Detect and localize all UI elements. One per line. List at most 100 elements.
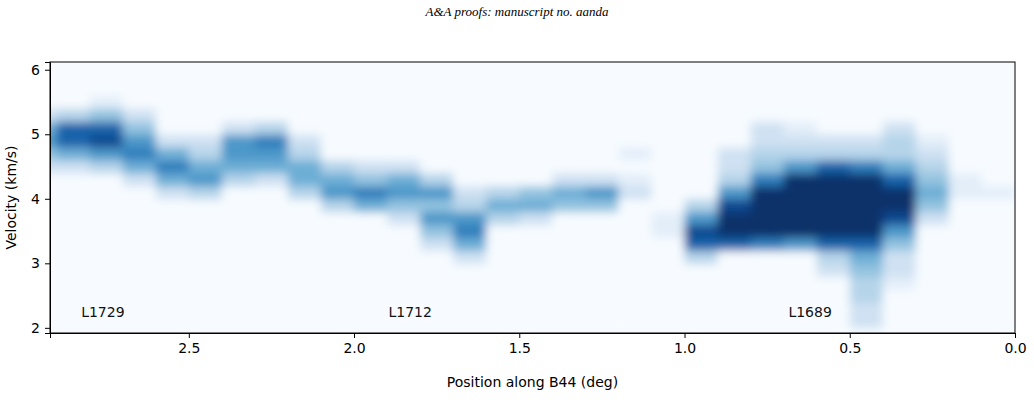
cell [222, 289, 256, 302]
cell [751, 70, 785, 83]
cell [883, 173, 917, 186]
axis-line [51, 334, 1016, 339]
cell [585, 173, 619, 186]
cell [817, 289, 851, 302]
cell [387, 134, 421, 147]
cell [552, 70, 586, 83]
cell [486, 70, 520, 83]
cell [685, 289, 719, 302]
cell [486, 238, 520, 251]
cell [784, 238, 818, 251]
cell [255, 108, 289, 121]
cell [123, 160, 157, 173]
cell [685, 173, 719, 186]
cell [585, 160, 619, 173]
cell [288, 147, 322, 160]
cell [57, 134, 91, 147]
cell [651, 134, 685, 147]
cell [519, 212, 553, 225]
cell [90, 199, 124, 212]
cell [883, 289, 917, 302]
cell [685, 186, 719, 199]
cell [618, 186, 652, 199]
cell [189, 225, 223, 238]
cell [486, 96, 520, 109]
cell [883, 83, 917, 96]
cell [552, 83, 586, 96]
cell [718, 147, 752, 160]
cell [90, 70, 124, 83]
cell [57, 225, 91, 238]
cell [453, 108, 487, 121]
cell [817, 121, 851, 134]
cell [354, 121, 388, 134]
cell [949, 225, 983, 238]
cell [453, 289, 487, 302]
cell [354, 302, 388, 315]
cell [354, 70, 388, 83]
cell [552, 147, 586, 160]
cell [255, 121, 289, 134]
tick: 3 [31, 255, 50, 271]
cell [718, 186, 752, 199]
cell [222, 212, 256, 225]
cell [321, 83, 355, 96]
cell [850, 315, 884, 328]
cell [883, 225, 917, 238]
cell [552, 108, 586, 121]
cell [321, 173, 355, 186]
cell [618, 263, 652, 276]
cell [585, 225, 619, 238]
cell [552, 225, 586, 238]
cell [57, 70, 91, 83]
cell [354, 263, 388, 276]
cell [784, 70, 818, 83]
cell [420, 186, 454, 199]
cells [50, 70, 1015, 329]
y-axis: 23456 [31, 62, 50, 336]
cell [321, 147, 355, 160]
cell [486, 263, 520, 276]
cell [552, 121, 586, 134]
cell [718, 302, 752, 315]
cell [685, 302, 719, 315]
cell [387, 276, 421, 289]
cell [288, 276, 322, 289]
cell [50, 134, 57, 147]
cell [354, 238, 388, 251]
cell [420, 250, 454, 263]
cell [57, 276, 91, 289]
cell [585, 276, 619, 289]
cell [288, 225, 322, 238]
cell [585, 70, 619, 83]
cell [255, 134, 289, 147]
cell [552, 96, 586, 109]
tick-mark [45, 70, 50, 71]
cell [982, 108, 1015, 121]
cell [57, 186, 91, 199]
cell [718, 276, 752, 289]
cell [585, 212, 619, 225]
cell [255, 263, 289, 276]
cell [387, 186, 421, 199]
cell [949, 315, 983, 328]
cell [784, 276, 818, 289]
cell [486, 186, 520, 199]
cell [156, 199, 190, 212]
cell [784, 108, 818, 121]
cell [123, 147, 157, 160]
cell [90, 108, 124, 121]
cell [784, 83, 818, 96]
cell [751, 96, 785, 109]
cell [189, 250, 223, 263]
cell [850, 147, 884, 160]
cell [883, 186, 917, 199]
cell [784, 147, 818, 160]
cell [288, 186, 322, 199]
cell [123, 96, 157, 109]
cell [949, 212, 983, 225]
cell [982, 160, 1015, 173]
cell [817, 238, 851, 251]
cell [651, 212, 685, 225]
tick-mark [45, 134, 50, 135]
